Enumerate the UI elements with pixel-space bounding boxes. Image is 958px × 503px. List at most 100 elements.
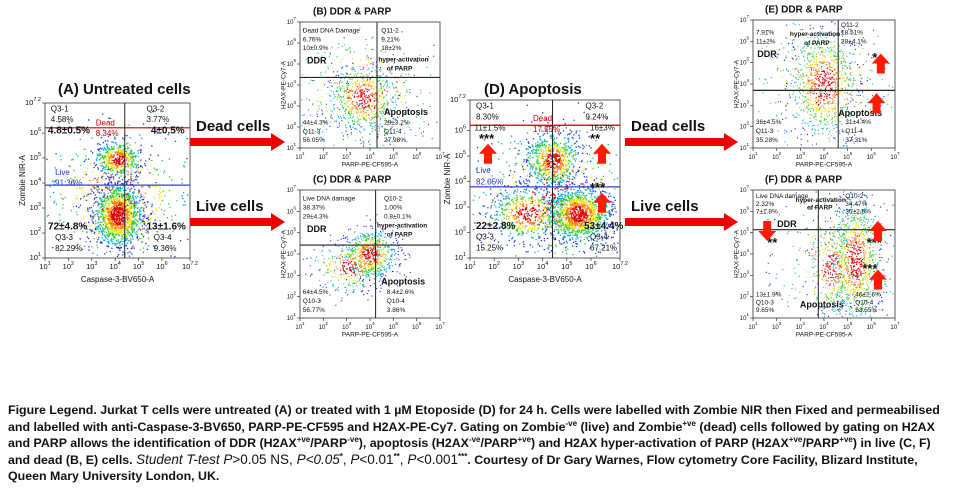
y-tick-label: 104	[740, 78, 750, 87]
legend-text: ***	[458, 451, 468, 461]
x-tick-label: 102	[319, 151, 329, 160]
tick-exponent: 2	[325, 151, 328, 156]
y-tick-label: 107	[740, 14, 750, 23]
tick-base: 10	[740, 82, 747, 88]
quadrant-label: 91.36%	[55, 179, 82, 188]
y-tick-label: 101	[287, 142, 297, 151]
tick-base: 10	[287, 104, 294, 110]
x-axis-label: PARP-PE-CF595-A	[342, 162, 399, 169]
gating-arrow-label: Live cells	[631, 198, 699, 215]
y-tick-label: 101	[287, 312, 297, 321]
tick-exponent: 5	[395, 151, 398, 156]
quadrant-label: 8.34%	[96, 129, 119, 138]
x-axis-label: PARP-PE-CF595-A	[796, 162, 853, 169]
tick-base: 10	[39, 262, 47, 271]
tick-base: 10	[319, 155, 326, 161]
x-tick-label: 104	[819, 151, 829, 160]
legend-text: +ve	[839, 434, 853, 444]
legend-text: ) and H2AX hyper-activation of PARP (H2A…	[531, 436, 789, 450]
tick-base: 10	[182, 262, 190, 271]
quadrant-label: Live	[55, 168, 70, 177]
event-dots	[781, 43, 869, 124]
quadrant-label: 18±2%	[381, 45, 401, 52]
quadrant-label: 11±1.5%	[475, 124, 506, 133]
quadrant-label: 56.77%	[303, 307, 325, 314]
y-axis-label: Zombie NIR-A	[443, 153, 452, 204]
tick-base: 10	[843, 155, 850, 161]
quadrant-label: 22±2.8%	[476, 221, 516, 232]
quadrant-label: Q11-2	[841, 22, 859, 29]
event-dots	[340, 247, 378, 275]
tick-base: 10	[464, 262, 472, 271]
legend-text: +ve	[517, 434, 532, 444]
event-dots	[765, 33, 883, 142]
y-tick-label: 105	[287, 58, 297, 67]
tick-base: 10	[295, 155, 302, 161]
x-tick-label: 107	[435, 321, 445, 330]
tick-base: 10	[412, 155, 419, 161]
tick-base: 10	[30, 228, 38, 237]
tick-base: 10	[748, 325, 755, 331]
y-tick-label: 102	[455, 227, 466, 237]
tick-exponent: 5	[38, 152, 41, 158]
event-dots	[767, 21, 885, 147]
quadrant-label: 18.51%	[841, 30, 863, 37]
tick-base: 10	[295, 325, 302, 331]
tick-exponent: 5	[463, 151, 466, 157]
tick-base: 10	[435, 325, 442, 331]
panel-title: (C) DDR & PARP	[313, 175, 391, 186]
x-tick-label: 103	[342, 151, 352, 160]
tick-exponent: 2	[293, 121, 296, 126]
legend-text: +ve	[788, 434, 803, 444]
gating-arrow	[625, 133, 738, 151]
quadrant-label: 29±4.3%	[303, 214, 329, 221]
tick-exponent: 1	[473, 261, 476, 267]
y-tick-label: 102	[30, 227, 41, 237]
quadrant-label: 1.00%	[384, 205, 403, 212]
quadrant-label: of PARP	[807, 205, 833, 212]
tick-exponent: 6	[463, 125, 466, 131]
panel-title: (E) DDR & PARP	[765, 5, 843, 16]
x-tick-label: 105	[843, 151, 853, 160]
y-tick-label: 106	[287, 206, 297, 215]
legend-text: . Courtesy of Dr Gary Warnes, Flow cytom…	[8, 452, 918, 484]
y-tick-label: 102	[740, 121, 750, 130]
tick-exponent: 4	[545, 261, 548, 267]
tick-exponent: 3	[802, 151, 805, 156]
tick-base: 10	[455, 177, 463, 186]
tick-exponent: 6	[873, 321, 876, 326]
y-tick-label: 107	[287, 16, 297, 25]
quadrant-label: 72±4.8%	[48, 222, 88, 233]
tick-base: 10	[342, 325, 349, 331]
tick-base: 10	[740, 316, 747, 322]
figure-panels: 101101102102103103104104105105106106107.…	[18, 5, 900, 339]
x-tick-label: 101	[464, 261, 475, 271]
tick-exponent: 6	[746, 36, 749, 41]
tick-exponent: 2	[325, 321, 328, 326]
tick-exponent: 4	[293, 79, 296, 84]
tick-exponent: 3	[746, 100, 749, 105]
x-axis-label: PARP-PE-CF595-A	[342, 332, 399, 339]
event-dots	[97, 154, 140, 226]
tick-base: 10	[561, 262, 569, 271]
y-tick-label: 106	[740, 36, 750, 45]
quadrant-label: Dead	[533, 114, 552, 123]
tick-exponent: 7	[897, 321, 900, 326]
gating-arrow-label: Dead cells	[196, 118, 270, 135]
tick-exponent: 5	[850, 151, 853, 156]
y-tick-label: 106	[287, 37, 297, 46]
x-tick-label: 106	[867, 321, 877, 330]
legend-text: /PARP	[480, 436, 518, 450]
x-axis-label: Caspase-3-BV650-A	[508, 275, 582, 284]
legend-text: /PARP	[310, 436, 348, 450]
x-tick-label: 105	[843, 321, 853, 330]
tick-base: 10	[287, 273, 294, 279]
quadrant-label: hyper-activation	[796, 197, 846, 204]
tick-exponent: 1	[746, 312, 749, 317]
x-tick-label: 106	[412, 321, 422, 330]
legend-text: (live) and Zombie	[577, 419, 683, 434]
quadrant-label: 10±0.9%	[303, 45, 329, 52]
x-tick-label: 103	[796, 151, 806, 160]
tick-exponent: 4	[826, 151, 829, 156]
